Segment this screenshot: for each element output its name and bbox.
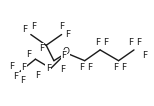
Text: F: F [95, 38, 100, 47]
Text: F: F [87, 63, 92, 72]
Text: F: F [20, 76, 26, 85]
Text: F: F [136, 38, 141, 47]
Text: F: F [21, 63, 26, 72]
Text: F: F [26, 50, 31, 59]
Text: F: F [46, 64, 51, 73]
Text: F: F [9, 62, 14, 71]
Text: F: F [35, 71, 40, 80]
Text: F: F [142, 51, 147, 60]
Text: F: F [60, 65, 65, 74]
Text: F: F [65, 30, 70, 39]
Text: F: F [39, 44, 44, 53]
Text: F: F [79, 63, 84, 72]
Text: F: F [62, 51, 67, 60]
Text: F: F [22, 25, 27, 34]
Text: F: F [121, 63, 126, 72]
Text: F: F [128, 38, 134, 47]
Text: F: F [13, 72, 18, 81]
Text: F: F [103, 38, 108, 47]
Text: O: O [63, 47, 70, 56]
Text: F: F [113, 63, 118, 72]
Text: F: F [59, 22, 64, 31]
Text: F: F [31, 22, 36, 31]
